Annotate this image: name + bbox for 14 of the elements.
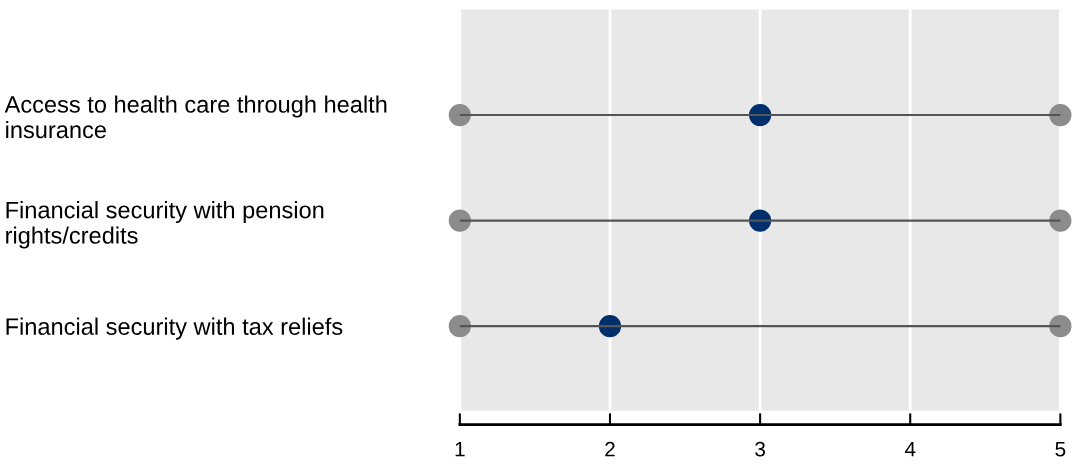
y-tick-label: Financial security with pension rights/credits [6,201,324,249]
point [448,209,471,232]
x-tick-label: 4 [904,441,916,457]
x-tick-label: 2 [605,441,615,457]
x-tick-label: 3 [755,441,765,457]
y-tick-label: Access to health care through health insurance [4,95,387,139]
point [1049,315,1072,338]
point [448,103,471,127]
point [448,315,471,338]
x-tick-label: 5 [1055,441,1066,457]
x-tick-label: 1 [455,441,465,457]
point [1049,103,1072,127]
y-tick-label: Financial security with tax reliefs [6,317,343,340]
point [1049,209,1072,232]
